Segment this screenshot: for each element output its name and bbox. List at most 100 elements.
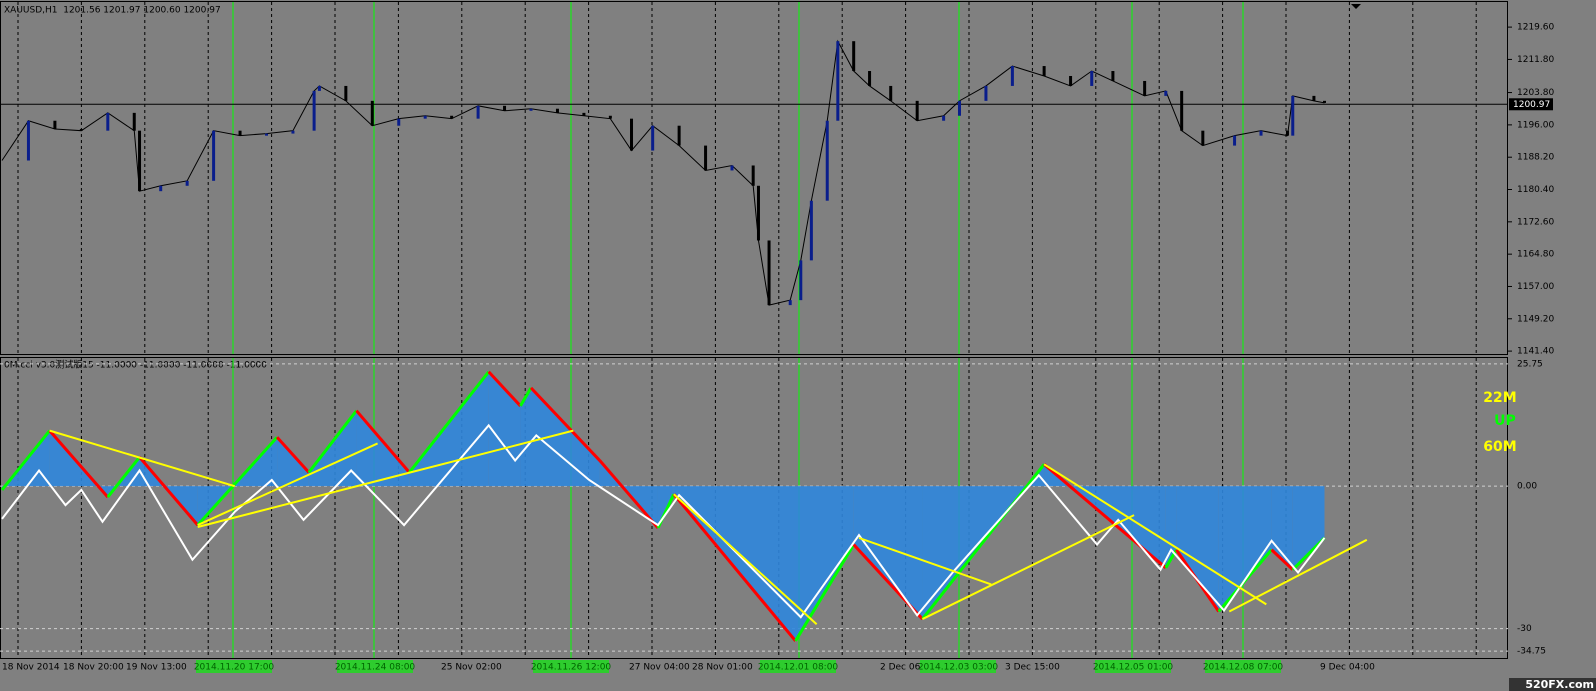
zigzag-segment	[487, 370, 522, 407]
candle-body	[370, 100, 374, 126]
candle-body	[476, 105, 480, 119]
time-label: 25 Nov 02:00	[441, 663, 502, 673]
marker-box	[196, 660, 272, 673]
zigzag-segment	[275, 436, 310, 474]
candle-body	[799, 260, 803, 301]
candle-body	[344, 85, 348, 101]
price-title: XAUUSD,H1 1201.56 1201.97 1200.60 1200.9…	[4, 6, 221, 16]
histogram	[356, 410, 410, 487]
time-label: 27 Nov 04:00	[629, 663, 690, 673]
candle-body	[423, 115, 427, 119]
candle-body	[730, 165, 734, 171]
indicator-title: 0M.cci v3.0测试版15 -11.0000 -11.0000 -11.0…	[4, 359, 267, 371]
candle-body	[809, 200, 813, 261]
candle-body	[53, 120, 57, 130]
marker-box	[1095, 660, 1171, 673]
candle-body	[1201, 130, 1205, 146]
marker-label: 2014.12.03 03:00	[918, 663, 999, 673]
candle-body	[1090, 71, 1094, 86]
y-tick-label: 1180.40	[1517, 185, 1554, 195]
candle-body	[555, 108, 559, 113]
shift-marker	[1351, 4, 1361, 9]
candle-body	[185, 180, 189, 186]
current-price-label: 1200.97	[1513, 100, 1550, 110]
zigzag-segment	[672, 493, 797, 642]
candle-body	[836, 41, 840, 121]
time-label: 9 Dec 04:00	[1320, 663, 1375, 673]
ind-tick-label: -30	[1517, 624, 1532, 634]
trendline	[49, 429, 236, 488]
time-label: 19 Nov 13:00	[126, 663, 187, 673]
y-tick-label: 1196.00	[1517, 120, 1554, 130]
zigzag-segment	[138, 456, 199, 527]
label-60m: 60M	[1483, 439, 1516, 455]
candle-body	[915, 100, 919, 121]
white-line	[1, 423, 1326, 619]
candle-body	[1164, 90, 1168, 96]
candle-body	[317, 85, 321, 91]
zigzag-segment	[598, 459, 660, 529]
candle-body	[138, 130, 142, 192]
candle-body	[942, 115, 946, 121]
watermark-bg	[1509, 678, 1596, 691]
ind-tick-label: -34.75	[1517, 647, 1546, 657]
candle-body	[529, 108, 533, 111]
y-tick-label: 1149.20	[1517, 314, 1554, 324]
candle-body	[238, 130, 242, 136]
candle-body	[1291, 95, 1295, 136]
y-tick-label: 1203.80	[1517, 88, 1554, 98]
histogram	[520, 387, 531, 487]
zigzag-segment	[1270, 548, 1294, 571]
marker-label: 2014.11.26 12:00	[531, 663, 612, 673]
candle-body	[312, 90, 316, 131]
candle-body	[1010, 66, 1014, 86]
candle-body	[852, 41, 856, 72]
candle-body	[788, 300, 792, 306]
zigzag-segment	[48, 429, 109, 499]
candle-body	[1285, 130, 1289, 136]
candle-body	[608, 115, 612, 119]
candle-body	[984, 85, 988, 101]
candle-body	[1143, 80, 1147, 96]
label-22m: 22M	[1483, 390, 1516, 406]
marker-box	[533, 660, 609, 673]
candle-body	[756, 185, 760, 241]
histogram	[1292, 486, 1325, 570]
ind-tick-label: 0.00	[1517, 482, 1537, 492]
candle-body	[106, 112, 110, 131]
candle-body	[1233, 135, 1237, 146]
candle-body	[212, 130, 216, 181]
zigzag-segment	[519, 387, 533, 407]
histogram	[1271, 486, 1293, 570]
zigzag-segment	[921, 463, 1046, 621]
candle-body	[291, 130, 295, 134]
zigzag-segment	[0, 429, 51, 491]
candle-body	[1312, 95, 1316, 101]
marker-label: 2014.12.01 08:00	[758, 663, 839, 673]
trendline	[197, 429, 574, 528]
histogram	[1218, 486, 1272, 612]
marker-label: 2014.12.05 01:00	[1093, 663, 1174, 673]
candle-body	[503, 105, 507, 111]
time-label: 18 Nov 2014	[2, 663, 60, 673]
y-tick-label: 1219.60	[1517, 23, 1554, 33]
y-tick-label: 1157.00	[1517, 282, 1554, 292]
trendline	[1228, 538, 1368, 613]
time-label: 2 Dec 06:00	[880, 663, 935, 673]
marker-box	[760, 660, 836, 673]
candle-body	[397, 118, 401, 126]
zigzag-segment	[355, 409, 411, 474]
indicator-panel	[0, 357, 1508, 659]
histogram	[531, 387, 600, 487]
histogram	[853, 486, 923, 620]
y-tick-label: 1164.80	[1517, 250, 1554, 260]
histogram	[277, 437, 309, 487]
candle-body	[704, 145, 708, 171]
y-tick-label: 1188.20	[1517, 153, 1554, 163]
y-tick-label: 1141.40	[1517, 347, 1554, 357]
candle-body	[159, 185, 163, 192]
candle-body	[677, 125, 681, 146]
label-up: UP	[1494, 413, 1516, 429]
candle-body	[1259, 130, 1263, 136]
